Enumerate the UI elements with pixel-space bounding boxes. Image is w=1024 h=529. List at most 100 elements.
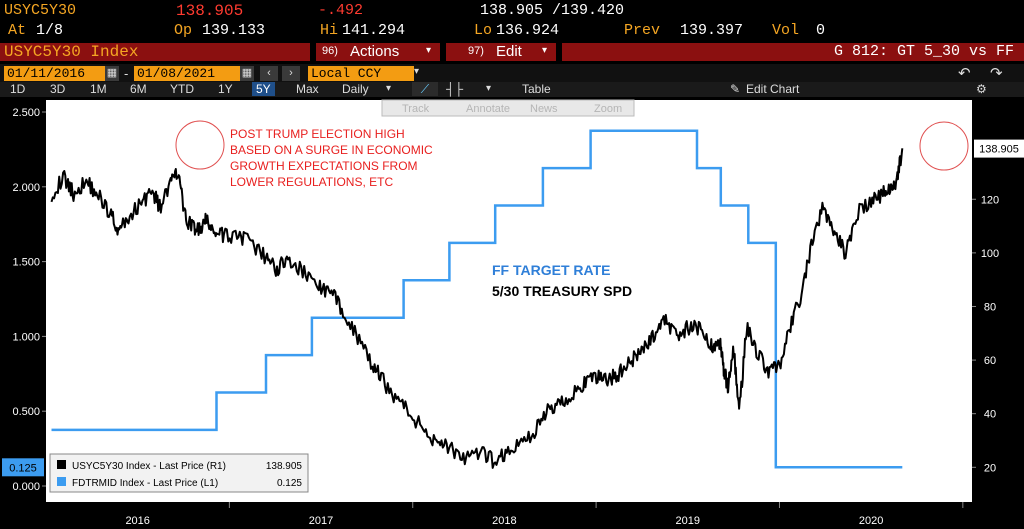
- legend-swatch-ff: [57, 477, 66, 486]
- spread-line: [50, 148, 904, 469]
- x-axis-tick-label: 2017: [309, 515, 333, 527]
- chart-title: G 812: GT 5_30 vs FF: [833, 43, 1014, 60]
- low-label: Lo: [474, 22, 493, 39]
- date-range-row: [0, 64, 1024, 82]
- period-ytd[interactable]: YTD: [170, 82, 194, 96]
- legend-swatch-spread: [57, 460, 66, 469]
- actions-number: 96): [322, 45, 338, 57]
- open-label: Op: [174, 22, 193, 39]
- chart-title-bar: G 812: GT 5_30 vs FF: [562, 43, 1024, 61]
- prev-label: Prev: [624, 22, 661, 39]
- period-6m[interactable]: 6M: [130, 82, 147, 96]
- security-name: USYC5Y30 Index: [4, 43, 139, 61]
- table-button[interactable]: Table: [522, 82, 551, 96]
- period-1m[interactable]: 1M: [90, 82, 107, 96]
- edit-number: 97): [468, 45, 484, 57]
- right-axis-tick-label: 60: [984, 355, 996, 367]
- calendar-icon[interactable]: ▦: [240, 66, 254, 81]
- period-row: [0, 82, 1024, 97]
- volume-label: Vol: [772, 22, 800, 39]
- bid-ask: 138.905 /139.420: [480, 2, 625, 19]
- trump-annotation-line: BASED ON A SURGE IN ECONOMIC: [230, 143, 433, 157]
- edit-chart-icon: ✎: [730, 82, 741, 96]
- next-period-button[interactable]: ›: [282, 66, 300, 81]
- right-last-value-label: 138.905: [979, 144, 1019, 156]
- left-axis-tick-label: 0.500: [12, 406, 40, 418]
- open-value: 139.133: [202, 22, 266, 39]
- chart-tool-news: News: [530, 103, 558, 115]
- undo-icon[interactable]: ↶: [958, 65, 971, 82]
- quote-header: USYC5Y30 138.905 -.492 138.905 /139.420 …: [0, 0, 1024, 42]
- redo-icon[interactable]: ↷: [990, 65, 1003, 82]
- legend-label-ff: FDTRMID Index - Last Price (L1): [72, 478, 218, 489]
- frequency-select[interactable]: Daily: [342, 82, 369, 96]
- left-last-value-label: 0.125: [9, 462, 37, 474]
- left-axis-tick-label: 0.000: [12, 481, 40, 493]
- legend-value-spread: 138.905: [266, 461, 303, 472]
- ticker: USYC5Y30: [4, 2, 77, 19]
- calendar-icon[interactable]: ▦: [105, 66, 119, 81]
- chevron-down-icon[interactable]: ▾: [486, 83, 492, 94]
- legend-label-spread: USYC5Y30 Index - Last Price (R1): [72, 461, 226, 472]
- right-axis-tick-label: 20: [984, 462, 996, 474]
- at-value: 1/8: [36, 22, 64, 39]
- period-5y[interactable]: 5Y: [252, 82, 275, 96]
- trump-annotation-line: GROWTH EXPECTATIONS FROM: [230, 159, 418, 173]
- gear-icon[interactable]: ⚙: [976, 82, 987, 96]
- left-axis-tick-label: 1.000: [12, 331, 40, 343]
- trump-annotation-line: POST TRUMP ELECTION HIGH: [230, 127, 405, 141]
- right-axis-tick-label: 40: [984, 409, 996, 421]
- chart-tool-track: Track: [402, 103, 430, 115]
- legend-value-ff: 0.125: [277, 478, 302, 489]
- legend-box: [49, 453, 309, 493]
- left-axis-tick-label: 2.500: [12, 107, 40, 119]
- low-value: 136.924: [496, 22, 560, 39]
- right-axis-tick-label: 80: [984, 301, 996, 313]
- actions-label: Actions: [350, 43, 400, 60]
- period-1y[interactable]: 1Y: [218, 82, 233, 96]
- last-price: 138.905: [176, 2, 244, 20]
- high-value: 141.294: [342, 22, 406, 39]
- period-max[interactable]: Max: [296, 82, 319, 96]
- right-last-value-flag: [974, 139, 1024, 158]
- left-last-value-flag: [2, 458, 44, 477]
- at-label: At: [8, 22, 27, 39]
- range-separator: -: [124, 66, 129, 81]
- highlight-circle: [919, 121, 969, 171]
- prev-value: 139.397: [680, 22, 744, 39]
- chart-tool-zoom: Zoom: [594, 103, 622, 115]
- left-axis-tick-label: 2.000: [12, 182, 40, 194]
- right-axis-tick-label: 120: [981, 194, 999, 206]
- chevron-down-icon[interactable]: ▾: [414, 66, 420, 77]
- trump-annotation-line: LOWER REGULATIONS, ETC: [230, 175, 393, 189]
- actions-menu[interactable]: 96) Actions ▾: [316, 43, 440, 61]
- currency-select[interactable]: Local CCY: [308, 66, 414, 81]
- highlight-circle: [175, 120, 225, 170]
- period-3d[interactable]: 3D: [50, 82, 66, 96]
- line-chart-icon[interactable]: ⟋: [412, 82, 438, 96]
- security-bar: USYC5Y30 Index: [0, 43, 310, 61]
- end-date-input[interactable]: 01/08/2021: [134, 66, 242, 81]
- candle-chart-icon[interactable]: ┤├: [446, 82, 464, 96]
- spread-series-label: 5/30 TREASURY SPD: [492, 283, 632, 299]
- start-date-input[interactable]: 01/11/2016: [4, 66, 106, 81]
- high-label: Hi: [320, 22, 339, 39]
- chevron-down-icon: ▾: [542, 45, 548, 56]
- period-1d[interactable]: 1D: [10, 82, 26, 96]
- right-axis-tick-label: 100: [981, 248, 999, 260]
- x-axis-tick-label: 2018: [492, 515, 516, 527]
- net-change: -.492: [318, 2, 364, 19]
- plot-area: [46, 100, 972, 502]
- chart-canvas: 2.500 2.000 1.500 1.000 0.500 0.000 120 100 80 60…: [0, 98, 1024, 529]
- edit-menu[interactable]: 97) Edit ▾: [446, 43, 556, 61]
- chevron-down-icon[interactable]: ▾: [386, 83, 392, 94]
- ff-series-label: FF TARGET RATE: [492, 262, 610, 278]
- chevron-down-icon: ▾: [426, 45, 432, 56]
- x-axis-tick-label: 2019: [676, 515, 700, 527]
- edit-label: Edit: [496, 43, 522, 60]
- prev-period-button[interactable]: ‹: [260, 66, 278, 81]
- x-axis-tick-label: 2016: [125, 515, 149, 527]
- chart-tools-bar: [381, 99, 635, 117]
- edit-chart-button[interactable]: Edit Chart: [746, 82, 800, 96]
- x-axis-tick-label: 2020: [859, 515, 883, 527]
